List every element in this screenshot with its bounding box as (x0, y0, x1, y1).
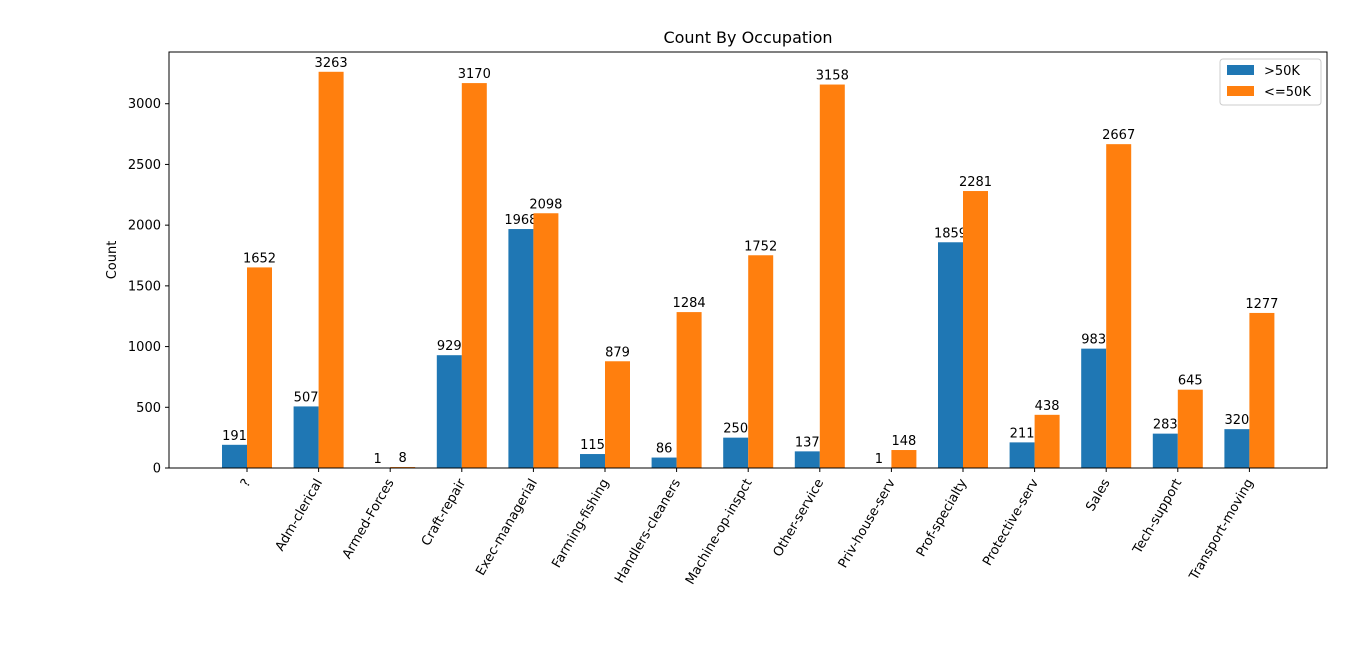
y-axis-label: Count (105, 241, 120, 280)
bar-value-label: 645 (1178, 374, 1203, 389)
bar-value-label: 3263 (315, 56, 348, 71)
bar-value-label: 320 (1224, 413, 1249, 428)
bar-value-label: 1277 (1245, 297, 1278, 312)
bar-value-label: 86 (656, 442, 673, 457)
bar (1106, 144, 1132, 468)
bar (794, 451, 820, 468)
bar-value-label: 2667 (1102, 128, 1135, 143)
bar-value-label: 3158 (816, 69, 849, 84)
bar (1009, 442, 1035, 468)
legend-swatch (1227, 65, 1254, 75)
bar (461, 83, 487, 468)
y-tick-label: 500 (136, 401, 161, 416)
bar (508, 229, 534, 468)
bar-value-label: 1 (374, 452, 382, 467)
bar (676, 312, 702, 468)
bar (533, 213, 559, 468)
bar (1081, 348, 1107, 468)
bar (1152, 433, 1178, 468)
bar-value-label: 2098 (529, 197, 562, 212)
bar-value-label: 1 (875, 452, 883, 467)
bar-value-label: 115 (580, 438, 605, 453)
bar (963, 191, 988, 468)
bar (938, 242, 963, 468)
bar-value-label: 191 (222, 429, 247, 444)
y-tick-label: 2500 (128, 158, 161, 173)
bar-value-label: 211 (1010, 426, 1035, 441)
bar-value-label: 250 (723, 422, 748, 437)
bar-value-label: 983 (1081, 333, 1106, 348)
y-tick-label: 2000 (128, 219, 161, 234)
bar (436, 355, 462, 468)
bar (1224, 429, 1250, 468)
legend: >50K <=50K (1219, 58, 1322, 106)
legend-swatch (1227, 86, 1254, 96)
y-tick-label: 1000 (128, 340, 161, 355)
bar (1249, 312, 1275, 468)
bar (748, 255, 774, 468)
y-tick-label: 3000 (128, 97, 161, 112)
bar (605, 361, 630, 468)
bar-value-label: 148 (891, 434, 916, 449)
bar-value-label: 283 (1153, 418, 1178, 433)
bar (819, 84, 845, 468)
bar (1177, 389, 1203, 468)
bar (222, 444, 247, 468)
bar (293, 406, 319, 468)
legend-label: >50K (1264, 64, 1300, 79)
bar-value-label: 879 (605, 345, 630, 360)
bar-value-label: 2281 (959, 175, 992, 190)
bar-value-label: 1284 (673, 296, 706, 311)
bar-value-label: 1968 (504, 213, 537, 228)
bar-value-label: 1859 (934, 226, 967, 241)
bar (651, 457, 677, 468)
bar-value-label: 929 (437, 339, 462, 354)
bar-value-label: 137 (795, 435, 820, 450)
bar (580, 454, 605, 468)
y-tick-label: 1500 (128, 279, 161, 294)
bar (723, 437, 749, 468)
bar (318, 71, 344, 468)
bar-value-label: 3170 (458, 67, 491, 82)
bar (247, 267, 272, 468)
bar-value-label: 1652 (243, 251, 276, 266)
bar (1034, 414, 1060, 468)
y-tick-label: 0 (153, 462, 161, 477)
legend-label: <=50K (1264, 85, 1311, 100)
bar-value-label: 8 (399, 451, 407, 466)
chart-title: Count By Occupation (663, 28, 832, 47)
bar (891, 450, 917, 468)
bar-value-label: 507 (294, 390, 319, 405)
bar-value-label: 438 (1035, 399, 1060, 414)
bar-value-label: 1752 (744, 239, 777, 254)
